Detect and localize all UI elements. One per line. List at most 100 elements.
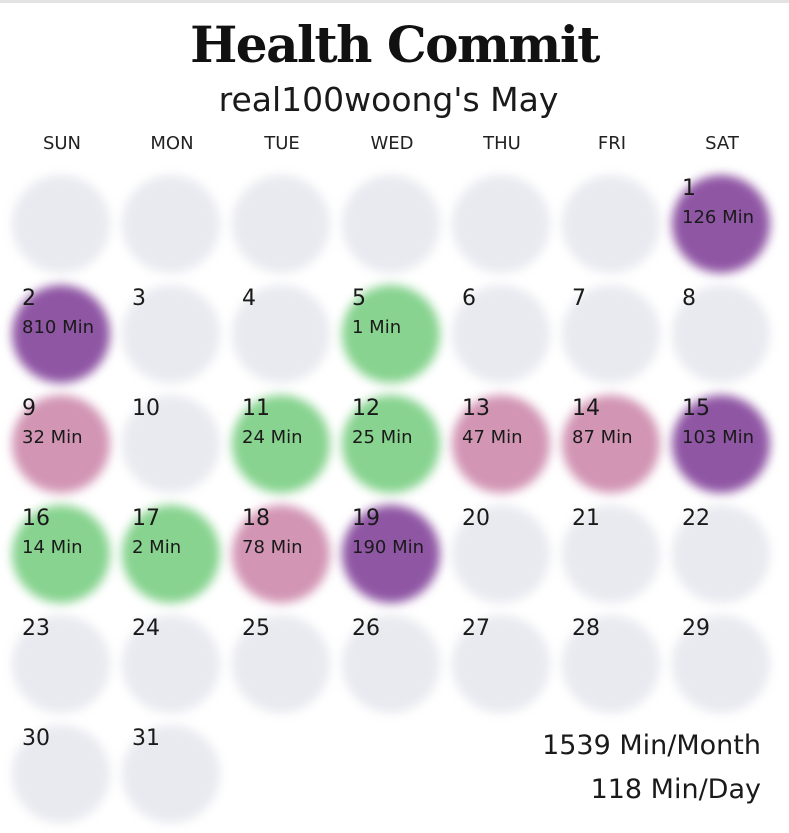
day-minutes: 126 Min <box>682 207 755 228</box>
activity-circle <box>562 615 660 713</box>
calendar-day-cell[interactable]: 15 103 Min <box>667 390 777 500</box>
activity-circle <box>122 395 220 493</box>
day-minutes: 1 Min <box>352 317 402 338</box>
day-number: 15 <box>682 396 710 421</box>
activity-circle <box>12 615 110 713</box>
activity-circle <box>562 505 660 603</box>
activity-circle <box>12 285 110 383</box>
activity-circle <box>232 285 330 383</box>
calendar-day-cell[interactable]: 30 <box>7 720 117 830</box>
activity-circle <box>232 175 330 273</box>
calendar-day-cell[interactable]: 29 <box>667 610 777 720</box>
calendar-day-cell[interactable]: 19 190 Min <box>337 500 447 610</box>
calendar-empty-cell <box>7 170 117 280</box>
day-minutes: 14 Min <box>22 537 83 558</box>
weekday-tue: TUE <box>264 133 300 154</box>
calendar-day-cell[interactable]: 8 <box>667 280 777 390</box>
activity-circle <box>562 285 660 383</box>
activity-circle <box>672 615 770 713</box>
day-number: 31 <box>132 726 160 751</box>
activity-circle <box>452 175 550 273</box>
activity-circle <box>342 615 440 713</box>
calendar-day-cell[interactable]: 7 <box>557 280 667 390</box>
activity-circle <box>342 395 440 493</box>
day-number: 16 <box>22 506 50 531</box>
activity-circle <box>672 395 770 493</box>
calendar-day-cell[interactable]: 26 <box>337 610 447 720</box>
day-minutes: 2 Min <box>132 537 182 558</box>
day-minutes: 25 Min <box>352 427 413 448</box>
day-number: 14 <box>572 396 600 421</box>
day-minutes: 47 Min <box>462 427 523 448</box>
activity-circle <box>122 175 220 273</box>
weekday-sun: SUN <box>42 133 82 154</box>
calendar-empty-cell <box>447 170 557 280</box>
day-number: 23 <box>22 616 50 641</box>
activity-circle <box>12 725 110 823</box>
top-divider <box>0 0 789 3</box>
calendar-day-cell[interactable]: 18 78 Min <box>227 500 337 610</box>
calendar-day-cell[interactable]: 1 126 Min <box>667 170 777 280</box>
calendar-day-cell[interactable]: 11 24 Min <box>227 390 337 500</box>
calendar-day-cell[interactable]: 4 <box>227 280 337 390</box>
summary-per-day: 118 Min/Day <box>590 774 761 805</box>
calendar-empty-cell <box>227 170 337 280</box>
calendar-day-cell[interactable]: 3 <box>117 280 227 390</box>
activity-circle <box>452 505 550 603</box>
activity-circle <box>672 175 770 273</box>
activity-circle <box>12 175 110 273</box>
weekday-mon: MON <box>150 133 194 154</box>
activity-circle <box>122 615 220 713</box>
calendar-day-cell[interactable]: 12 25 Min <box>337 390 447 500</box>
calendar-day-cell[interactable]: 10 <box>117 390 227 500</box>
day-number: 10 <box>132 396 160 421</box>
weekday-sat: SAT <box>705 133 739 154</box>
calendar-day-cell[interactable]: 6 <box>447 280 557 390</box>
calendar-day-cell[interactable]: 9 32 Min <box>7 390 117 500</box>
day-number: 9 <box>22 396 36 421</box>
activity-circle <box>672 285 770 383</box>
calendar-day-cell[interactable]: 27 <box>447 610 557 720</box>
weekday-thu: THU <box>483 133 521 154</box>
page-title: Health Commit <box>190 15 600 74</box>
calendar-day-cell[interactable]: 13 47 Min <box>447 390 557 500</box>
calendar-day-cell[interactable]: 31 <box>117 720 227 830</box>
day-minutes: 24 Min <box>242 427 303 448</box>
calendar-day-cell[interactable]: 23 <box>7 610 117 720</box>
day-number: 25 <box>242 616 270 641</box>
day-number: 27 <box>462 616 490 641</box>
weekday-wed: WED <box>370 133 414 154</box>
calendar-day-cell[interactable]: 16 14 Min <box>7 500 117 610</box>
day-number: 17 <box>132 506 160 531</box>
day-number: 12 <box>352 396 380 421</box>
activity-circle <box>122 285 220 383</box>
calendar-day-cell[interactable]: 2 810 Min <box>7 280 117 390</box>
calendar-day-cell[interactable]: 22 <box>667 500 777 610</box>
activity-circle <box>12 395 110 493</box>
activity-circle <box>342 175 440 273</box>
activity-circle <box>342 505 440 603</box>
activity-circle <box>452 615 550 713</box>
day-number: 29 <box>682 616 710 641</box>
day-number: 2 <box>22 286 36 311</box>
day-number: 30 <box>22 726 50 751</box>
activity-circle <box>562 175 660 273</box>
day-number: 13 <box>462 396 490 421</box>
day-minutes: 190 Min <box>352 537 425 558</box>
activity-circle <box>452 285 550 383</box>
day-number: 7 <box>572 286 586 311</box>
calendar-day-cell[interactable]: 14 87 Min <box>557 390 667 500</box>
calendar-day-cell[interactable]: 20 <box>447 500 557 610</box>
calendar-day-cell[interactable]: 5 1 Min <box>337 280 447 390</box>
activity-circle <box>122 725 220 823</box>
calendar-day-cell[interactable]: 28 <box>557 610 667 720</box>
page-subtitle: real100woong's May <box>218 80 559 119</box>
day-number: 24 <box>132 616 160 641</box>
day-minutes: 87 Min <box>572 427 633 448</box>
activity-circle <box>672 505 770 603</box>
calendar-day-cell[interactable]: 25 <box>227 610 337 720</box>
calendar-day-cell[interactable]: 21 <box>557 500 667 610</box>
calendar-day-cell[interactable]: 24 <box>117 610 227 720</box>
calendar-day-cell[interactable]: 17 2 Min <box>117 500 227 610</box>
